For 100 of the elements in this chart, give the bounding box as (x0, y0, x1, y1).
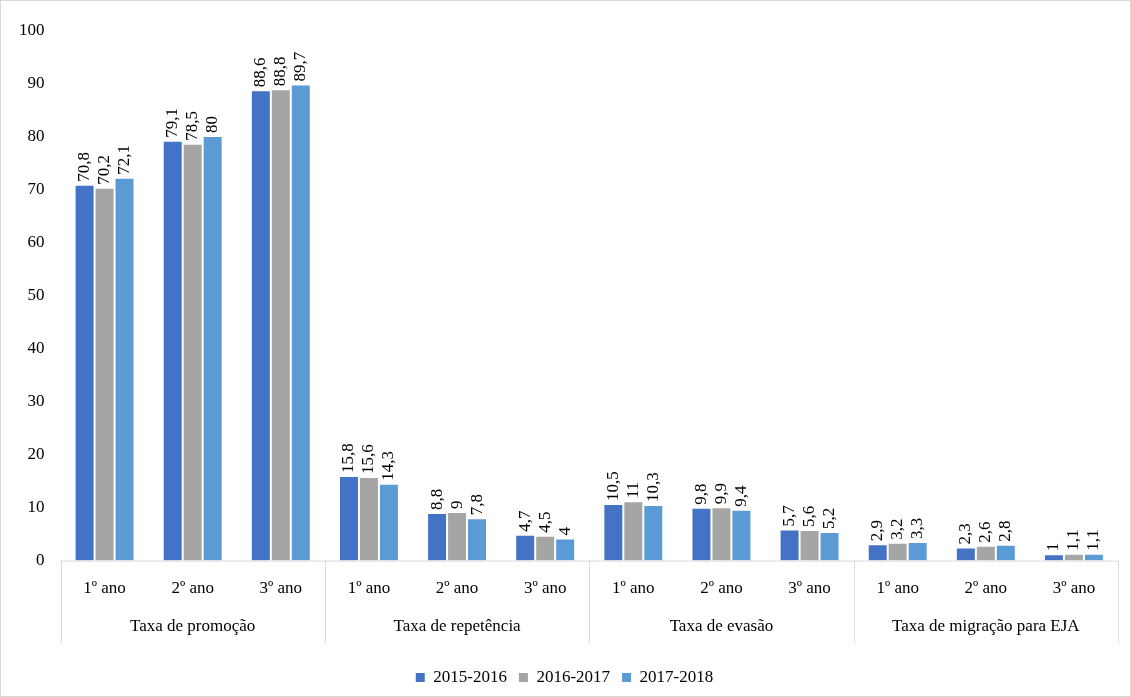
data-label: 1,1 (1083, 529, 1103, 551)
data-label: 11 (622, 481, 642, 499)
x-tick-label: 2º ano (964, 578, 1008, 598)
bar (536, 536, 555, 561)
bar (556, 539, 575, 561)
x-tick-label: 1º ano (83, 578, 126, 598)
y-tick-label: 90 (27, 73, 45, 93)
bar (1044, 555, 1063, 561)
data-label: 4 (554, 526, 574, 536)
bar (203, 136, 222, 561)
bar (271, 90, 290, 561)
data-label: 5,7 (779, 504, 799, 527)
data-label: 88,6 (250, 57, 270, 88)
data-label: 1,1 (1063, 529, 1083, 551)
bar (868, 545, 887, 561)
data-label: 2,8 (995, 520, 1015, 542)
text: Taxa de migração para EJA (892, 616, 1081, 636)
data-label: 4,5 (534, 511, 554, 533)
bar (604, 504, 623, 561)
bar (732, 510, 751, 561)
bar (448, 512, 467, 561)
bar (95, 188, 114, 561)
x-tick-label: 2º ano (435, 578, 479, 598)
bar (163, 141, 182, 561)
bar (976, 546, 995, 561)
x-tick-label: 3º ano (259, 578, 303, 598)
bar (339, 476, 358, 561)
x-tick-label: 1º ano (876, 578, 919, 598)
data-label: 5,6 (799, 505, 819, 527)
y-tick-label: 70 (27, 179, 45, 199)
bar (468, 519, 487, 561)
data-label: 14,3 (378, 451, 398, 481)
y-tick-label: 10 (27, 497, 45, 517)
data-label: 79,1 (162, 107, 182, 138)
data-label: 9,4 (730, 485, 750, 507)
bar (624, 502, 643, 561)
x-tick-label: 1º ano (612, 578, 655, 598)
data-label: 8,8 (426, 488, 446, 510)
data-label: 72,1 (114, 145, 134, 175)
data-label: 89,7 (290, 51, 310, 82)
legend-label: 2016-2017 (536, 666, 611, 686)
data-label: 10,5 (602, 471, 622, 501)
bar (692, 508, 711, 561)
y-tick-label: 60 (27, 232, 45, 252)
text: Taxa de evasão (669, 616, 774, 636)
bar (996, 545, 1015, 561)
data-label: 9 (446, 500, 466, 509)
x-tick-label: 2º ano (171, 578, 214, 598)
bar (379, 484, 398, 561)
bar (115, 178, 134, 561)
x-tick-label: 3º ano (788, 578, 831, 598)
bar (712, 508, 731, 561)
data-label: 4,7 (514, 509, 534, 532)
bar (956, 548, 975, 561)
data-label: 3,2 (887, 518, 907, 540)
data-label: 80 (202, 115, 222, 133)
y-tick-label: 50 (27, 285, 45, 305)
x-tick-label: 1º ano (347, 578, 391, 598)
y-tick-label: 100 (19, 20, 45, 40)
bar (291, 85, 310, 561)
data-label: 10,3 (642, 472, 662, 503)
y-tick-label: 30 (27, 391, 45, 411)
data-label: 3,3 (907, 517, 927, 540)
bar (183, 144, 202, 561)
text: Taxa de promoção (130, 616, 256, 636)
y-tick-label: 40 (27, 338, 45, 358)
x-tick-label: 3º ano (523, 578, 567, 598)
data-label: 15,8 (338, 443, 358, 473)
bar (644, 506, 663, 561)
x-tick-label: 3º ano (1052, 578, 1096, 598)
bar (780, 530, 799, 561)
bar (359, 477, 378, 561)
data-label: 15,6 (358, 444, 378, 474)
bar (908, 543, 927, 561)
data-label: 7,8 (466, 494, 486, 516)
data-label: 78,5 (182, 111, 202, 141)
legend-label: 2017-2018 (639, 666, 714, 686)
y-tick-label: 80 (27, 126, 45, 146)
data-label: 2,3 (955, 523, 975, 545)
data-label: 88,8 (270, 56, 290, 87)
bar (820, 533, 839, 561)
data-label: 9,9 (710, 482, 730, 505)
data-label: 70,2 (94, 155, 114, 185)
y-tick-label: 0 (36, 550, 45, 570)
legend-label: 2015-2016 (433, 666, 507, 686)
bar (800, 530, 819, 561)
y-tick-label: 20 (27, 444, 45, 464)
data-label: 70,8 (74, 151, 94, 182)
bar (75, 185, 94, 561)
text: Taxa de repetência (393, 616, 522, 636)
data-label: 2,9 (867, 519, 887, 542)
bar (516, 535, 535, 561)
x-tick-label: 2º ano (700, 578, 743, 598)
data-label: 9,8 (690, 483, 710, 505)
bar (888, 543, 907, 561)
data-label: 2,6 (975, 521, 995, 543)
bar (251, 91, 270, 561)
bar (428, 514, 447, 561)
data-label: 1 (1043, 542, 1063, 552)
data-label: 5,2 (819, 507, 839, 530)
